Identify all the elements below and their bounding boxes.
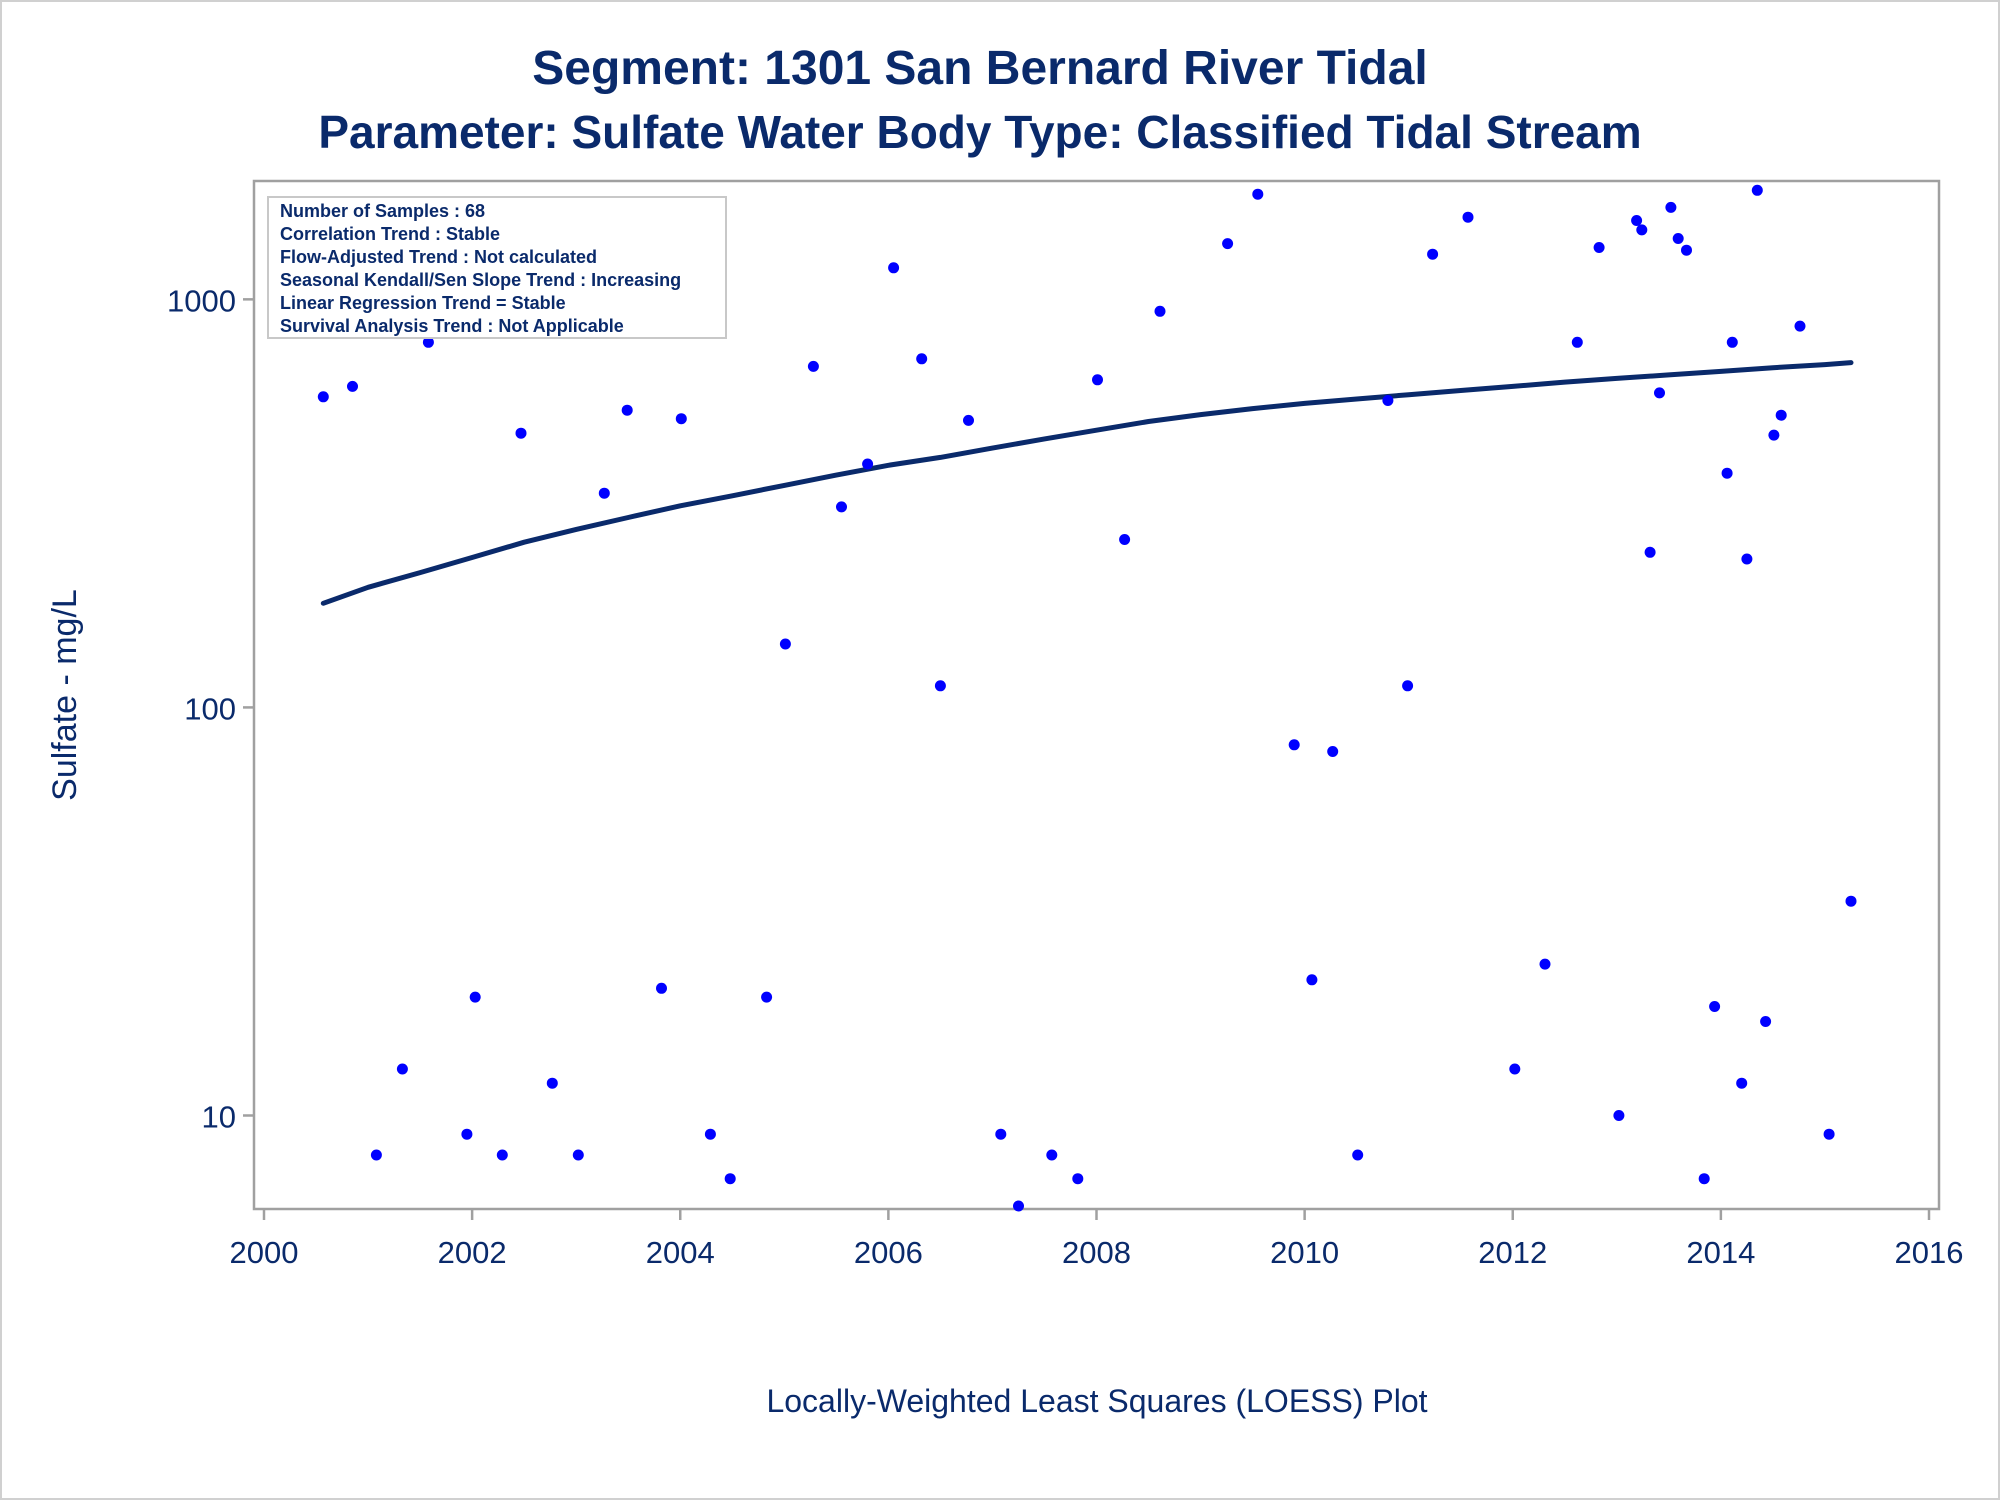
sample-point-14 bbox=[656, 982, 667, 994]
sample-point-26 bbox=[963, 414, 974, 426]
series-layer bbox=[317, 184, 1857, 1212]
sample-point-21 bbox=[836, 501, 847, 513]
x-tick-label-2008: 2008 bbox=[1062, 1235, 1131, 1270]
stats-box-border bbox=[267, 196, 727, 339]
sample-point-30 bbox=[1072, 1173, 1084, 1185]
y-axis: 10 100 1000 bbox=[167, 283, 254, 1134]
loess-trend-line bbox=[320, 360, 1854, 606]
sample-point-23 bbox=[888, 262, 900, 274]
sample-point-20 bbox=[807, 360, 819, 372]
x-tick-label-2004: 2004 bbox=[646, 1235, 715, 1270]
sample-point-64 bbox=[1768, 429, 1780, 441]
sample-point-40 bbox=[1382, 395, 1394, 406]
sample-point-4 bbox=[396, 1063, 408, 1075]
x-tick-label-2014: 2014 bbox=[1686, 1235, 1755, 1270]
sample-point-9 bbox=[515, 427, 527, 439]
stats-line-linear-regression: Linear Regression Trend = Stable bbox=[280, 293, 566, 313]
x-axis: 2000 2002 2004 2006 2008 2010 2012 2014 2016 bbox=[230, 1209, 1964, 1270]
sample-point-10 bbox=[546, 1077, 558, 1089]
stats-line-seasonal-kendall: Seasonal Kendall/Sen Slope Trend : Incre… bbox=[280, 270, 681, 290]
stats-line-correlation: Correlation Trend : Stable bbox=[280, 224, 500, 244]
sample-point-46 bbox=[1571, 336, 1583, 348]
sample-point-50 bbox=[1636, 224, 1648, 236]
y-tick-label-100: 100 bbox=[184, 691, 236, 726]
sample-point-34 bbox=[1222, 238, 1234, 250]
sample-point-7 bbox=[469, 991, 481, 1003]
x-tick-label-2016: 2016 bbox=[1895, 1235, 1964, 1270]
x-tick-label-2010: 2010 bbox=[1270, 1235, 1339, 1270]
sample-point-37 bbox=[1306, 974, 1318, 986]
x-tick-label-2002: 2002 bbox=[438, 1235, 507, 1270]
sample-point-12 bbox=[598, 487, 610, 499]
y-tick-label-10: 10 bbox=[202, 1099, 236, 1134]
loess-footnote: Locally-Weighted Least Squares (LOESS) P… bbox=[766, 1383, 1427, 1419]
sample-point-8 bbox=[496, 1149, 508, 1161]
sample-point-56 bbox=[1698, 1173, 1710, 1185]
sample-point-48 bbox=[1613, 1110, 1625, 1121]
sample-point-55 bbox=[1681, 244, 1692, 256]
sample-point-5 bbox=[422, 336, 434, 348]
sample-point-45 bbox=[1539, 958, 1551, 970]
sample-point-41 bbox=[1402, 680, 1414, 692]
sample-point-49 bbox=[1631, 215, 1643, 226]
sample-point-19 bbox=[779, 638, 791, 650]
sample-point-38 bbox=[1327, 746, 1339, 757]
stats-line-flow-adjusted: Flow-Adjusted Trend : Not calculated bbox=[280, 247, 597, 267]
sample-point-29 bbox=[1046, 1149, 1058, 1161]
sample-point-18 bbox=[761, 991, 773, 1003]
sample-point-35 bbox=[1252, 188, 1264, 200]
sample-point-3 bbox=[370, 1149, 382, 1161]
sample-point-63 bbox=[1760, 1016, 1772, 1027]
sample-point-53 bbox=[1665, 201, 1677, 213]
sample-point-44 bbox=[1509, 1063, 1521, 1075]
sample-point-67 bbox=[1823, 1128, 1835, 1140]
sample-point-51 bbox=[1644, 546, 1656, 558]
sample-point-57 bbox=[1709, 1001, 1721, 1012]
sample-point-61 bbox=[1741, 553, 1753, 565]
sample-point-65 bbox=[1775, 409, 1787, 421]
stats-legend-box: Number of Samples : 68 Correlation Trend… bbox=[267, 196, 727, 339]
y-tick-label-1000: 1000 bbox=[167, 283, 236, 318]
sample-point-42 bbox=[1427, 248, 1439, 260]
chart-title: Segment: 1301 San Bernard River Tidal bbox=[532, 42, 1427, 95]
sample-point-62 bbox=[1751, 184, 1763, 196]
x-tick-label-2000: 2000 bbox=[230, 1235, 299, 1270]
sample-point-27 bbox=[995, 1128, 1007, 1140]
stats-line-samples: Number of Samples : 68 bbox=[280, 201, 485, 221]
sample-point-66 bbox=[1794, 320, 1806, 332]
sample-point-32 bbox=[1119, 534, 1131, 545]
x-tick-label-2006: 2006 bbox=[854, 1235, 923, 1270]
stats-line-survival: Survival Analysis Trend : Not Applicable bbox=[280, 316, 624, 336]
sample-point-24 bbox=[916, 353, 928, 365]
sample-point-54 bbox=[1672, 233, 1684, 244]
sample-point-28 bbox=[1013, 1200, 1024, 1212]
sample-point-60 bbox=[1736, 1077, 1748, 1089]
sample-point-22 bbox=[862, 458, 874, 470]
sample-point-31 bbox=[1092, 374, 1103, 386]
sample-point-58 bbox=[1721, 467, 1733, 479]
sample-point-6 bbox=[461, 1128, 473, 1140]
sample-point-2 bbox=[347, 380, 358, 392]
sample-point-43 bbox=[1462, 211, 1474, 223]
sample-point-25 bbox=[934, 680, 946, 692]
chart-subtitle: Parameter: Sulfate Water Body Type: Clas… bbox=[318, 106, 1641, 158]
sample-point-39 bbox=[1352, 1149, 1364, 1161]
sample-point-47 bbox=[1593, 242, 1605, 253]
sample-point-11 bbox=[572, 1149, 584, 1161]
sample-point-59 bbox=[1726, 336, 1738, 348]
sample-point-16 bbox=[704, 1128, 716, 1140]
sample-point-33 bbox=[1154, 305, 1166, 317]
sample-point-36 bbox=[1288, 739, 1300, 751]
sample-point-13 bbox=[621, 404, 633, 416]
sample-point-15 bbox=[675, 413, 687, 425]
y-axis-label: Sulfate - mg/L bbox=[46, 589, 84, 801]
sample-point-52 bbox=[1654, 387, 1665, 399]
sample-point-68 bbox=[1845, 895, 1857, 907]
sample-point-1 bbox=[317, 391, 329, 403]
sample-point-17 bbox=[724, 1173, 736, 1185]
x-tick-label-2012: 2012 bbox=[1478, 1235, 1547, 1270]
